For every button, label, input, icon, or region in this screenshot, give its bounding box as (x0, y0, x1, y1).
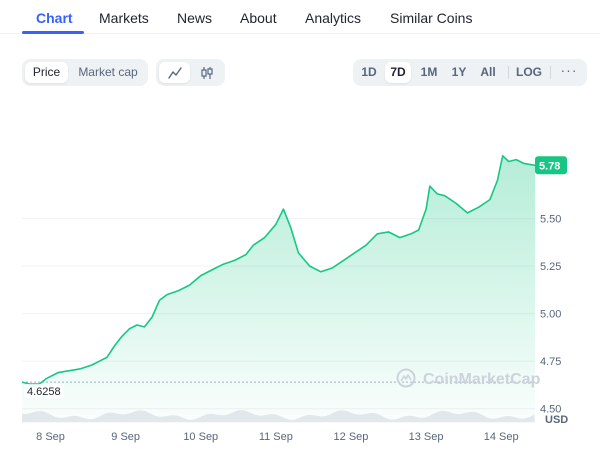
coinmarketcap-logo-icon (396, 368, 416, 388)
y-tick-label: 5.00 (540, 309, 561, 321)
range-all-button[interactable]: All (480, 65, 496, 79)
line-chart-button[interactable] (159, 62, 190, 83)
chart-style-toggle (156, 59, 225, 86)
candlestick-chart-button[interactable] (192, 62, 222, 83)
x-tick-label: 10 Sep (183, 431, 218, 443)
x-tick-label: 12 Sep (334, 431, 369, 443)
toolbar-divider (508, 66, 509, 79)
candlestick-icon (201, 67, 213, 79)
market-cap-toggle-button[interactable]: Market cap (78, 65, 138, 79)
tab-markets[interactable]: Markets (99, 10, 149, 26)
tab-similar-coins[interactable]: Similar Coins (390, 10, 473, 26)
range-1d-button[interactable]: 1D (361, 65, 377, 79)
price-area (22, 155, 535, 423)
open-price-text: 4.6258 (27, 386, 61, 398)
x-tick-label: 9 Sep (111, 431, 140, 443)
x-tick-label: 11 Sep (259, 431, 293, 443)
price-chart[interactable]: 5.50 5.25 5.00 4.75 4.50 8 Sep 9 Sep 10 Sep 11 … (0, 100, 600, 460)
more-options-button[interactable]: ··· (556, 62, 582, 83)
range-1y-button[interactable]: 1Y (451, 65, 467, 79)
x-tick-label: 13 Sep (409, 431, 444, 443)
x-tick-label: 14 Sep (484, 431, 519, 443)
current-price-text: 5.78 (539, 160, 560, 172)
y-tick-label: 5.50 (540, 214, 561, 226)
x-tick-label: 8 Sep (36, 431, 65, 443)
tab-chart[interactable]: Chart (36, 10, 73, 26)
tab-news[interactable]: News (177, 10, 213, 26)
metric-toggle: Price Market cap (22, 59, 148, 86)
open-price-label: 4.6258 (24, 384, 64, 399)
watermark-text: CoinMarketCap (423, 371, 541, 388)
y-axis: 5.50 5.25 5.00 4.75 4.50 (540, 214, 561, 416)
tab-about[interactable]: About (240, 10, 277, 26)
line-chart-icon (167, 67, 182, 79)
currency-label: USD (545, 414, 568, 426)
log-scale-button[interactable]: LOG (516, 65, 542, 79)
x-axis: 8 Sep 9 Sep 10 Sep 11 Sep 12 Sep 13 Sep 14 Sep (36, 431, 518, 443)
toolbar-divider (550, 66, 551, 79)
price-toggle-button[interactable]: Price (25, 62, 68, 83)
range-1m-button[interactable]: 1M (420, 65, 438, 79)
range-7d-button[interactable]: 7D (385, 62, 411, 83)
active-tab-indicator (22, 31, 84, 34)
y-tick-label: 4.75 (540, 356, 561, 368)
more-horizontal-icon: ··· (560, 62, 578, 78)
tab-analytics[interactable]: Analytics (305, 10, 362, 26)
watermark: CoinMarketCap (396, 368, 541, 388)
price-line (21, 155, 536, 385)
tab-bar: Chart Markets News About Analytics Simil… (0, 0, 600, 34)
current-price-tag: 5.78 (535, 156, 567, 175)
y-tick-label: 4.50 (540, 404, 561, 416)
y-tick-label: 5.25 (540, 261, 561, 273)
range-selector: 1D 7D 1M 1Y All LOG ··· (353, 59, 587, 86)
